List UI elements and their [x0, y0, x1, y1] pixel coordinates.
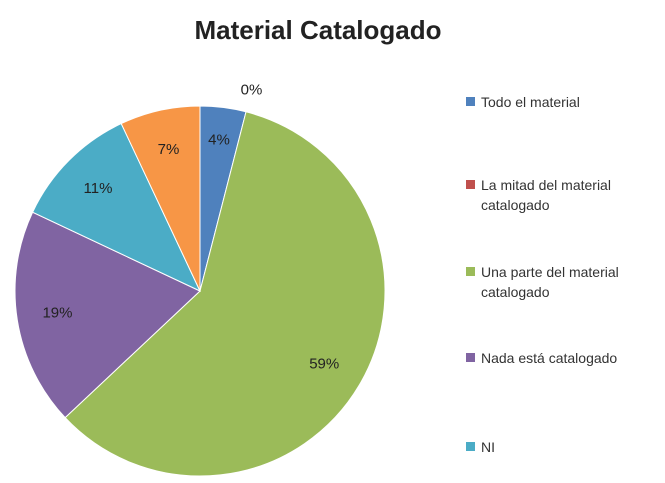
legend-item: Todo el material	[466, 92, 661, 112]
legend-item: Nada está catalogado	[466, 348, 661, 368]
legend-item: NI	[466, 437, 661, 457]
data-label: 59%	[309, 355, 339, 372]
legend-swatch	[466, 267, 475, 276]
data-label: 19%	[42, 305, 72, 322]
pie-slice	[31, 122, 202, 293]
legend-swatch	[466, 442, 475, 451]
legend-swatch	[466, 97, 475, 106]
data-label: 4%	[208, 131, 230, 148]
legend-swatch	[466, 180, 475, 189]
legend-label: La mitad del material catalogado	[481, 177, 611, 213]
pie-slice	[14, 211, 201, 419]
legend-item: Una parte del material catalogado	[466, 262, 661, 302]
legend-swatch	[466, 353, 475, 362]
pie-slice	[64, 111, 386, 477]
data-label: 0%	[241, 81, 263, 98]
chart-title: Material Catalogado	[194, 15, 441, 45]
legend-item: La mitad del material catalogado	[466, 175, 661, 215]
legend-label: Una parte del material catalogado	[481, 264, 619, 300]
legend-label: NI	[481, 439, 495, 455]
data-label: 11%	[84, 180, 113, 197]
legend-label: Nada está catalogado	[481, 350, 618, 366]
data-label: 7%	[158, 141, 180, 158]
pie-slice	[120, 105, 201, 292]
legend-label: Todo el material	[481, 94, 580, 110]
